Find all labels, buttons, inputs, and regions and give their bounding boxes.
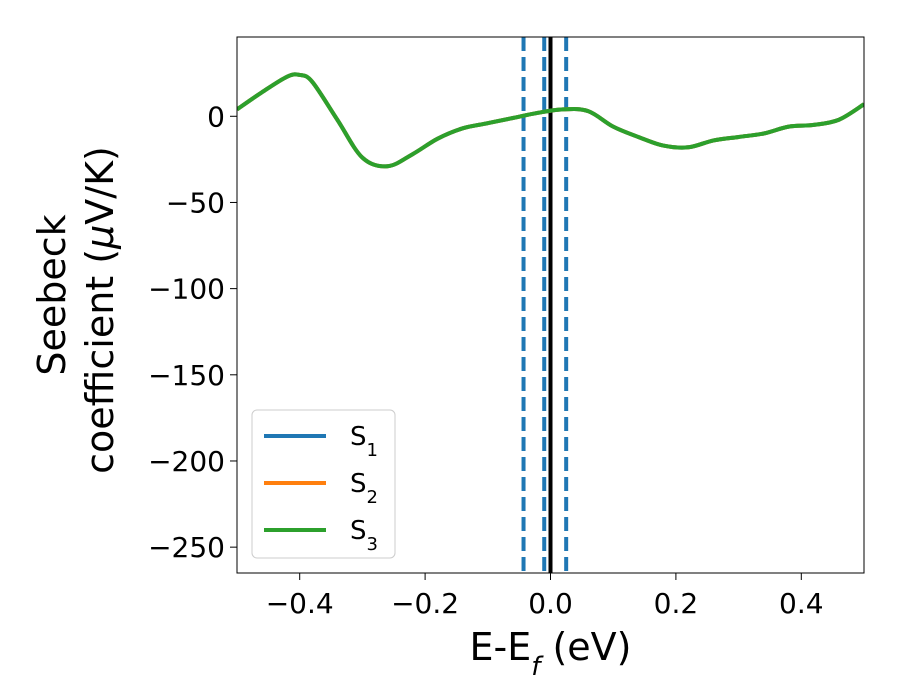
- legend-label-2: S2: [350, 469, 378, 508]
- y-tick-label: −50: [166, 186, 225, 219]
- x-tick-label: 0.4: [779, 587, 824, 620]
- y-tick-label: −150: [148, 359, 225, 392]
- axes: −0.4 −0.2 0.0 0.2 0.4 0 −50 −100 −150 −200 −250 E-E…: [30, 36, 865, 682]
- x-tick-label: −0.2: [391, 587, 459, 620]
- y-tick-label: −100: [148, 273, 225, 306]
- series-line-3: [237, 72, 864, 169]
- y-axis-label-line2: coefficient (μV/K): [78, 146, 122, 474]
- y-tick-label: −250: [148, 531, 225, 564]
- legend: S1 S2 S3: [251, 409, 396, 559]
- y-tick-label: 0: [207, 100, 225, 133]
- plot-area: [237, 37, 864, 573]
- legend-label-1: S1: [350, 422, 378, 461]
- x-tick-label: 0.2: [654, 587, 699, 620]
- legend-label-3: S3: [350, 516, 378, 555]
- x-axis-label: E-Ef (eV): [470, 625, 632, 682]
- y-axis-label-line1: Seebeck: [30, 214, 74, 375]
- y-tick-label: −200: [148, 445, 225, 478]
- x-tick-label: 0.0: [528, 587, 573, 620]
- x-tick-label: −0.4: [266, 587, 334, 620]
